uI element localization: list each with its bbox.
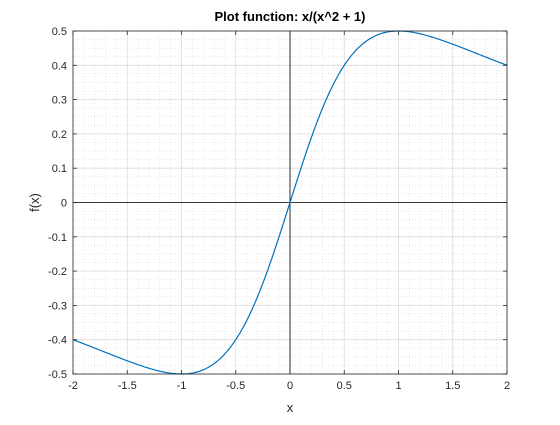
y-axis-title: f(x) [27, 193, 42, 212]
x-tick-label: -1 [177, 380, 187, 392]
y-tick-label: 0.5 [52, 26, 67, 38]
x-tick-label: 0 [287, 380, 293, 392]
y-tick-label: 0.3 [52, 95, 67, 107]
x-tick-label: 1 [395, 380, 401, 392]
y-tick-label: -0.3 [48, 300, 67, 312]
x-axis-title: x [287, 400, 294, 415]
y-tick-label: 0 [61, 198, 67, 210]
x-tick-label: 2 [504, 380, 510, 392]
y-tick-label: -0.1 [48, 232, 67, 244]
y-tick-label: -0.5 [48, 369, 67, 381]
x-tick-label: 0.5 [337, 380, 352, 392]
y-tick-label: 0.4 [52, 60, 67, 72]
y-tick-label: -0.2 [48, 266, 67, 278]
x-tick-label: -1.5 [118, 380, 137, 392]
x-tick-label: 1.5 [445, 380, 460, 392]
y-tick-label: 0.1 [52, 163, 67, 175]
x-tick-label: -0.5 [226, 380, 245, 392]
x-tick-label: -2 [68, 380, 78, 392]
chart-title: Plot function: x/(x^2 + 1) [215, 9, 366, 24]
y-tick-label: 0.2 [52, 129, 67, 141]
y-tick-label: -0.4 [48, 335, 67, 347]
